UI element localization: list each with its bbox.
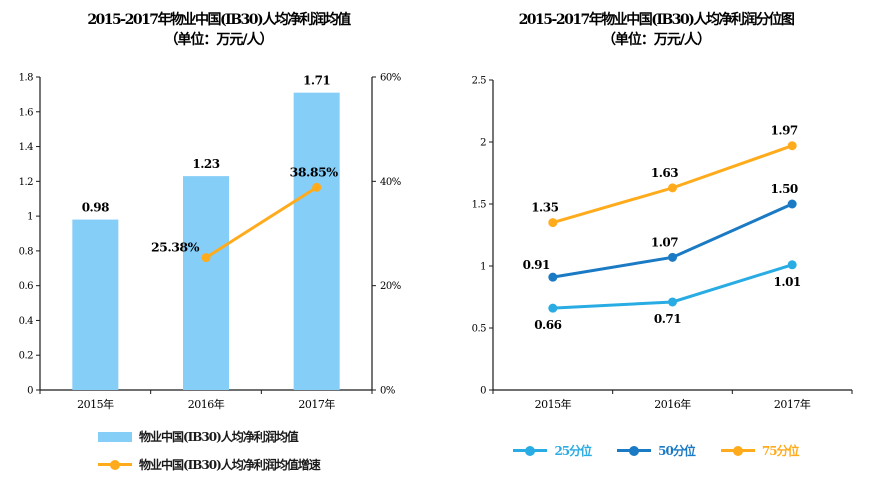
line-marker-dot	[525, 445, 536, 456]
chart-text-label: 38.85%	[290, 164, 339, 179]
chart-text-label: 1.6	[19, 107, 34, 118]
chart-text-label: 2017年	[298, 397, 335, 411]
line-marker-dot	[629, 445, 640, 456]
chart-text-label: 2.5	[472, 76, 487, 87]
chart-text-label: 2016年	[188, 397, 225, 411]
average-chart-plot: 0 0.2 0.4 0.6 0.8 1 1.2 1.4 1.6 1.8 0% 20% 40% 60% 201…	[19, 73, 402, 412]
chart-text-label: 0%	[380, 386, 395, 397]
point-50分位-2015年	[548, 272, 558, 282]
growth-line	[205, 186, 318, 259]
chart-text-label: 1.4	[19, 142, 34, 153]
p75-series-swatch	[720, 445, 755, 456]
chart-text-label: 40%	[380, 177, 401, 188]
p25-series-swatch	[513, 445, 548, 456]
chart-text-label: 1.01	[774, 275, 801, 289]
percentile-chart-section: 2015-2017年物业中国(IB30)人均净利润分位图 （单位：万元/人） 0…	[437, 0, 875, 500]
chart-text-label: 2016年	[654, 397, 691, 411]
bar-2017年	[293, 92, 340, 391]
average-chart-legend: 物业中国(IB30)人均净利润均值 物业中国(IB30)人均净利润均值增速	[98, 428, 321, 473]
point-25分位-2016年	[668, 297, 677, 307]
chart-text-label: 0.66	[534, 318, 561, 332]
chart-text-label: 0.5	[472, 324, 487, 335]
growth-series-swatch	[98, 459, 132, 470]
average-chart-subtitle: （单位：万元/人）	[164, 32, 273, 48]
chart-text-label: 25.38%	[151, 240, 200, 255]
chart-text-label: 2015年	[535, 397, 572, 411]
line-marker-dot	[732, 445, 743, 456]
chart-text-label: 60%	[380, 73, 401, 84]
growth-point-2016年	[201, 253, 211, 263]
chart-text-label: 0.71	[654, 312, 681, 326]
chart-text-label: 1.35	[531, 201, 558, 215]
chart-text-label: 0.4	[19, 316, 34, 327]
chart-text-label: 0.2	[19, 351, 34, 362]
chart-text-label: 20%	[380, 281, 401, 292]
point-25分位-2017年	[787, 260, 797, 270]
chart-text-label: 1.71	[303, 74, 330, 88]
legend-item-growth-series: 物业中国(IB30)人均净利润均值增速	[98, 456, 321, 473]
chart-text-label: 0	[480, 386, 486, 397]
chart-text-label: 0.8	[19, 246, 34, 257]
chart-text-label: 2015年	[77, 397, 114, 411]
percentile-chart-title: 2015-2017年物业中国(IB30)人均净利润分位图	[518, 12, 795, 28]
chart-text-label: 1.8	[19, 73, 34, 84]
chart-text-label: 1.2	[19, 177, 34, 188]
bar-2016年	[183, 176, 229, 390]
legend-item-p25: 25分位	[513, 442, 592, 459]
percentile-chart-subtitle: （单位：万元/人）	[601, 32, 711, 48]
chart-text-label: 0	[27, 386, 33, 397]
point-75分位-2016年	[668, 183, 677, 193]
point-75分位-2017年	[787, 141, 797, 151]
average-chart-title: 2015-2017年物业中国(IB30)人均净利润均值	[87, 12, 351, 28]
point-75分位-2015年	[548, 218, 558, 228]
chart-text-label: 0.91	[523, 258, 550, 272]
chart-text-label: 1.23	[192, 157, 219, 171]
bar-2015年	[72, 219, 119, 390]
point-25分位-2015年	[548, 303, 558, 313]
chart-text-label: 1.50	[771, 182, 798, 196]
chart-text-label: 0.6	[19, 281, 34, 292]
p50-series-swatch	[617, 445, 652, 456]
chart-text-label: 1.63	[651, 166, 678, 180]
p50-series-label: 50分位	[658, 444, 696, 458]
p75-series-label: 75分位	[761, 444, 800, 458]
chart-text-label: 1.07	[651, 235, 678, 249]
bar-series-swatch	[98, 431, 132, 442]
p25-series-label: 25分位	[554, 444, 592, 458]
line-marker-dot	[110, 459, 120, 470]
percentile-chart-legend: 25分位 50分位 75分位	[437, 442, 875, 459]
legend-item-p75: 75分位	[720, 442, 800, 459]
chart-text-label: 1.5	[472, 200, 487, 211]
chart-text-label: 2	[480, 138, 486, 149]
chart-text-label: 1	[480, 262, 486, 273]
chart-text-label: 2017年	[774, 397, 811, 411]
bar-series-label: 物业中国(IB30)人均净利润均值	[139, 430, 299, 444]
point-50分位-2017年	[787, 199, 797, 209]
point-50分位-2016年	[668, 252, 677, 262]
chart-text-label: 0.98	[82, 201, 109, 215]
growth-point-2017年	[312, 182, 322, 192]
chart-text-label: 1	[27, 212, 33, 223]
chart-text-label: 1.97	[771, 124, 798, 138]
legend-item-p50: 50分位	[617, 442, 696, 459]
legend-item-bar-series: 物业中国(IB30)人均净利润均值	[98, 428, 320, 445]
percentile-chart-plot: 0 0.5 1 1.5 2 2.5 2015年 2016年 2017年 0.66 0.71 1.01 0…	[472, 76, 853, 411]
growth-series-label: 物业中国(IB30)人均净利润均值增速	[139, 458, 321, 472]
